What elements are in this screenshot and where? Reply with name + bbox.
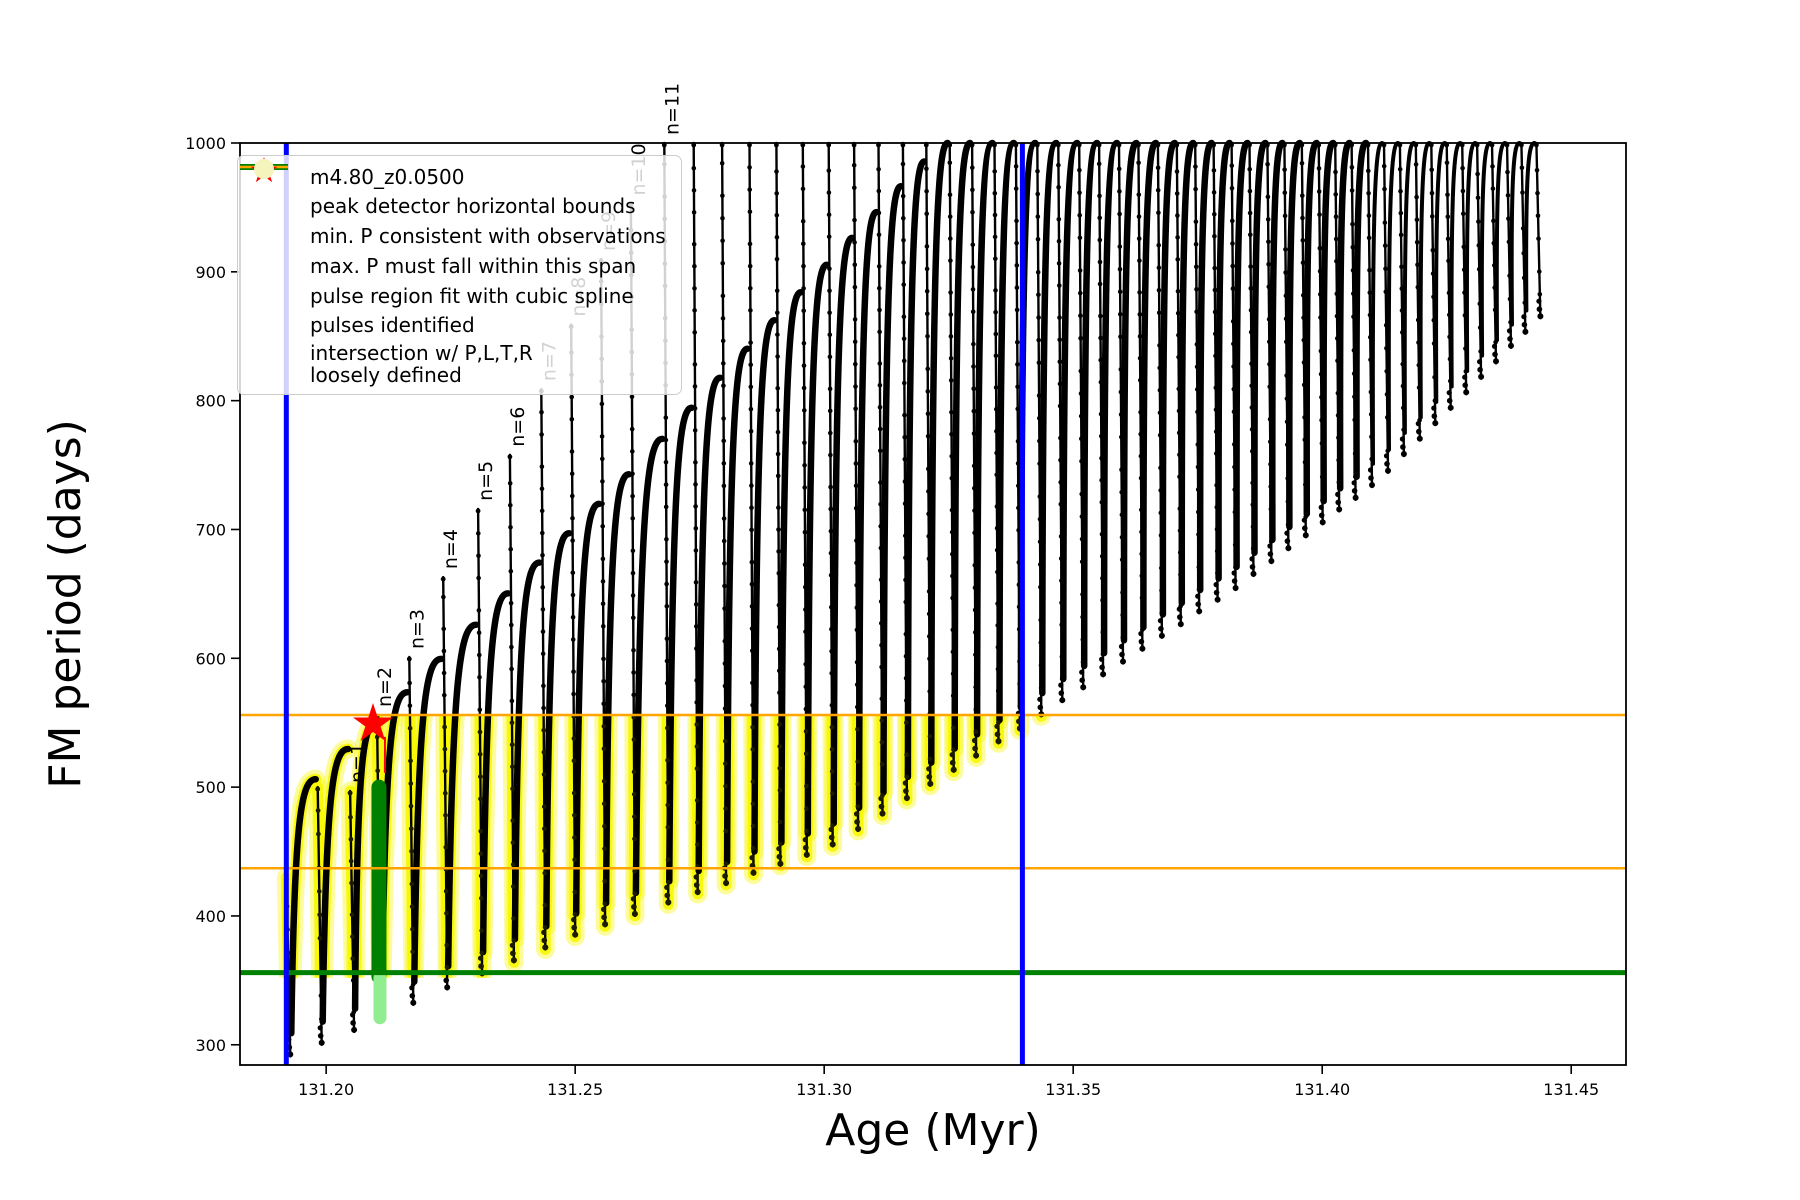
y-tick-label: 500 <box>195 778 226 797</box>
legend-label: min. P consistent with observations <box>310 224 666 249</box>
pulse-label-n-6: n=6 <box>507 407 529 447</box>
pulse-label-n-1: n=1 <box>347 743 369 783</box>
legend-item-3: max. P must fall within this span <box>240 165 671 280</box>
y-tick-label: 300 <box>195 1036 226 1055</box>
y-tick-label: 900 <box>195 263 226 282</box>
legend-label: pulse region fit with cubic spline <box>310 283 634 308</box>
pulse-label-n-3: n=3 <box>406 609 428 649</box>
pulse-label-n-4: n=4 <box>440 529 462 569</box>
y-tick-label: 700 <box>195 520 226 539</box>
pulse-identified-marker-layer <box>353 703 393 773</box>
pulse-label-n-5: n=5 <box>475 461 497 501</box>
x-tick-label: 131.40 <box>1294 1080 1350 1099</box>
legend-label: pulses identified <box>310 313 475 338</box>
legend-item-2: min. P consistent with observations <box>240 164 671 250</box>
x-tick-label: 131.45 <box>1543 1080 1599 1099</box>
x-axis-label: Age (Myr) <box>825 1105 1041 1156</box>
legend-item-5: pulses identified <box>244 157 671 339</box>
y-tick-label: 800 <box>195 392 226 411</box>
legend-item-6: intersection w/ P,L,T,R loosely defined <box>244 159 671 388</box>
x-tick-label: 131.30 <box>796 1080 852 1099</box>
legend-label: max. P must fall within this span <box>310 253 637 278</box>
y-axis-label: FM period (days) <box>40 419 91 789</box>
legend-item-1: peak detector horizontal bounds <box>240 164 671 220</box>
pulse-label-n-11: n=11 <box>661 83 683 135</box>
y-tick-label: 1000 <box>185 134 226 153</box>
cubic-spline-segment-layer <box>371 779 387 1025</box>
guide-lines-layer <box>240 143 1626 1065</box>
pulse-track-layer <box>283 139 1544 1058</box>
legend-label: m4.80_z0.0500 <box>310 164 465 189</box>
legend-label: intersection w/ P,L,T,R loosely defined <box>310 340 533 388</box>
x-tick-label: 131.20 <box>298 1080 354 1099</box>
axes-layer: 131.20 131.25 131.30 131.35 131.40 131.45 300 4… <box>185 134 1627 1099</box>
x-tick-label: 131.35 <box>1045 1080 1101 1099</box>
y-tick-label: 600 <box>195 649 226 668</box>
legend-item-0: m4.80_z0.0500 <box>240 163 671 190</box>
legend-label: peak detector horizontal bounds <box>310 194 636 219</box>
pulse-label-n-2: n=2 <box>374 667 396 707</box>
y-tick-label: 400 <box>195 907 226 926</box>
x-tick-label: 131.25 <box>547 1080 603 1099</box>
legend-item-4: pulse region fit with cubic spline <box>244 161 671 309</box>
